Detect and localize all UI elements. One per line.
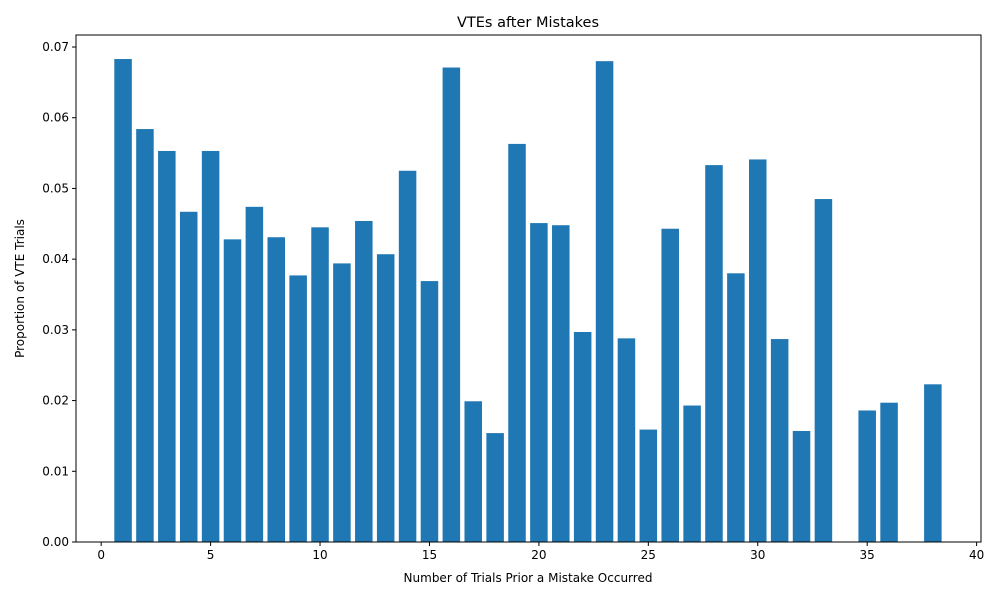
- y-tick-label: 0.01: [42, 464, 69, 478]
- bar-29: [727, 273, 745, 542]
- x-tick-label: 35: [860, 548, 875, 562]
- x-tick-label: 30: [750, 548, 765, 562]
- y-tick-label: 0.07: [42, 40, 69, 54]
- y-axis-label: Proportion of VTE Trials: [13, 219, 27, 358]
- bar-25: [639, 429, 658, 542]
- bar-13: [376, 254, 395, 542]
- bar-18: [486, 433, 504, 542]
- x-tick-label: 15: [422, 548, 437, 562]
- bar-10: [311, 227, 329, 542]
- bars-group: [114, 59, 942, 543]
- chart-title: VTEs after Mistakes: [457, 15, 599, 31]
- bar-8: [267, 237, 286, 543]
- bar-17: [464, 401, 482, 542]
- bar-26: [661, 228, 679, 542]
- bar-11: [333, 263, 351, 542]
- bar-21: [552, 225, 570, 542]
- y-tick-label: 0.00: [42, 535, 69, 549]
- bar-5: [201, 150, 220, 542]
- bar-9: [289, 275, 307, 542]
- x-axis-ticks: 0 5 10 15 20 25 30 35 40: [97, 542, 984, 562]
- x-tick-label: 25: [641, 548, 656, 562]
- y-axis-ticks: 0.00 0.01 0.02 0.03 0.04 0.05 0.06 0.07: [42, 40, 76, 549]
- bar-2: [136, 129, 154, 543]
- x-axis-label: Number of Trials Prior a Mistake Occurre…: [404, 571, 653, 585]
- bar-23: [595, 61, 614, 542]
- bar-4: [179, 211, 198, 542]
- bar-32: [792, 430, 811, 542]
- x-tick-label: 40: [969, 548, 984, 562]
- x-tick-label: 20: [531, 548, 546, 562]
- x-tick-label: 10: [312, 548, 327, 562]
- y-tick-label: 0.03: [42, 323, 69, 337]
- bar-3: [158, 150, 176, 542]
- y-tick-label: 0.02: [42, 394, 69, 408]
- plot-frame: [75, 34, 982, 543]
- bar-35: [858, 410, 876, 542]
- y-tick-label: 0.06: [42, 111, 69, 125]
- bar-6: [223, 239, 242, 543]
- bar-33: [814, 199, 833, 543]
- bar-7: [245, 206, 264, 542]
- bar-28: [705, 165, 723, 543]
- bar-20: [530, 223, 548, 542]
- x-tick-label: 0: [97, 548, 105, 562]
- x-tick-label: 5: [207, 548, 215, 562]
- bar-24: [617, 338, 636, 542]
- bar-31: [770, 339, 789, 542]
- bar-27: [683, 405, 701, 542]
- bar-22: [573, 331, 592, 542]
- bar-19: [508, 143, 526, 542]
- bar-1: [114, 59, 132, 542]
- y-tick-label: 0.04: [42, 252, 69, 266]
- bar-15: [420, 281, 439, 542]
- bar-38: [924, 384, 942, 542]
- bar-12: [355, 220, 373, 542]
- bar-36: [880, 402, 898, 542]
- bar-14: [398, 170, 417, 542]
- bar-30: [749, 159, 767, 542]
- bar-16: [442, 67, 461, 542]
- y-tick-label: 0.05: [42, 181, 69, 195]
